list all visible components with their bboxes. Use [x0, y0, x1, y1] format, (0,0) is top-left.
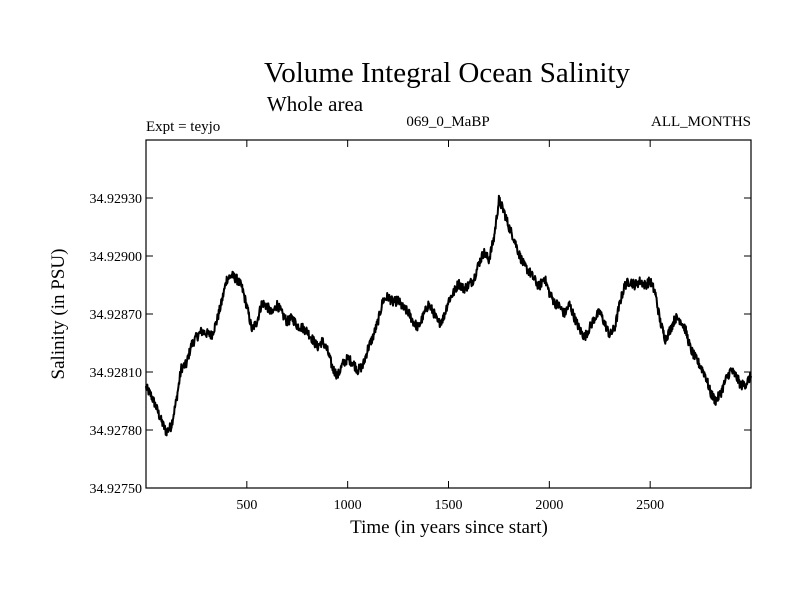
y-tick-label: 34.92900: [90, 250, 143, 265]
plot-frame: [145, 139, 752, 489]
salinity-series-line: [145, 194, 752, 437]
x-tick-label: 500: [236, 498, 257, 513]
period-label: 069_0_MaBP: [406, 114, 489, 130]
x-axis-ticks: 500 1000 1500 2000 2500: [236, 140, 664, 513]
y-tick-label: 34.92810: [90, 366, 143, 381]
x-tick-label: 2500: [636, 498, 664, 513]
x-axis-label: Time (in years since start): [350, 517, 548, 538]
experiment-label: Expt = teyjo: [146, 119, 220, 135]
chart-title: Volume Integral Ocean Salinity: [264, 57, 630, 89]
x-tick-label: 1500: [435, 498, 463, 513]
y-tick-label: 34.92870: [90, 308, 143, 323]
y-tick-label: 34.92750: [90, 482, 143, 497]
x-tick-label: 1000: [334, 498, 362, 513]
y-tick-label: 34.92930: [90, 192, 143, 207]
x-tick-label: 2000: [535, 498, 563, 513]
y-axis-ticks: 34.92750 34.92780 34.92810 34.92870 34.92900…: [90, 139, 751, 497]
months-label: ALL_MONTHS: [651, 114, 751, 130]
y-tick-label: 34.92780: [90, 424, 143, 439]
y-axis-label: Salinity (in PSU): [48, 249, 69, 380]
chart-subtitle: Whole area: [267, 92, 364, 116]
